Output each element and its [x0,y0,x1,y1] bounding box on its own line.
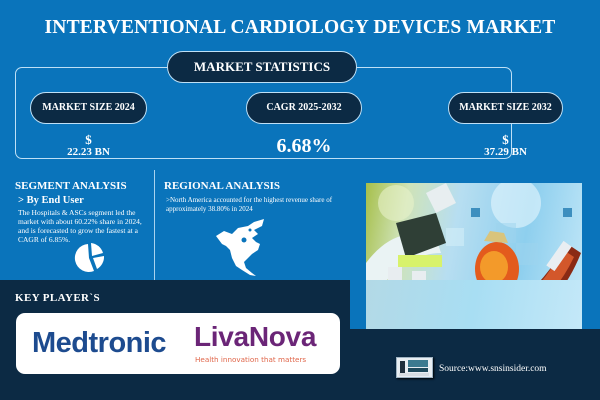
market-statistics-label: MARKET STATISTICS [167,51,357,83]
key-players-logo-card: Medtronic LivaNova Health innovation tha… [16,313,340,374]
kpi-label-market-size-2024: MARKET SIZE 2024 [30,92,147,124]
source-link[interactable]: Source:www.snsinsider.com [439,364,547,374]
kpi-value-cagr: 6.68% [246,135,362,157]
cardiology-devices-illustration-lower [366,280,582,329]
currency-symbol: $ [502,132,509,147]
segment-analysis-text: The Hospitals & ASCs segment led the mar… [18,208,142,244]
key-players-title: KEY PLAYER`S [15,292,100,304]
regional-analysis-text: >North America accounted for the highest… [166,196,333,213]
sns-insider-logo [396,357,433,378]
livanova-tagline: Health innovation that matters [195,355,307,364]
medtronic-logo: Medtronic [32,327,167,359]
livanova-logo: LivaNova [194,321,317,352]
currency-symbol: $ [85,132,92,147]
pie-chart-icon [74,243,105,272]
kpi-value-market-size-2032: $ 37.29 BN [448,133,563,159]
page-title: INTERVENTIONAL CARDIOLOGY DEVICES MARKET [44,17,556,38]
kpi-value-market-size-2024: $ 22.23 BN [30,133,147,159]
kpi-number: 6.68% [276,135,332,157]
regional-analysis-title: REGIONAL ANALYSIS [164,180,281,192]
kpi-number: 37.29 BN [484,146,527,158]
kpi-label-cagr: CAGR 2025-2032 [246,92,362,124]
north-america-map-icon [216,219,264,276]
segment-analysis-title: SEGMENT ANALYSIS [15,180,127,192]
kpi-label-market-size-2032: MARKET SIZE 2032 [448,92,563,124]
kpi-number: 22.23 BN [67,146,110,158]
section-divider [154,170,155,280]
segment-analysis-subtitle: > By End User [18,195,84,206]
